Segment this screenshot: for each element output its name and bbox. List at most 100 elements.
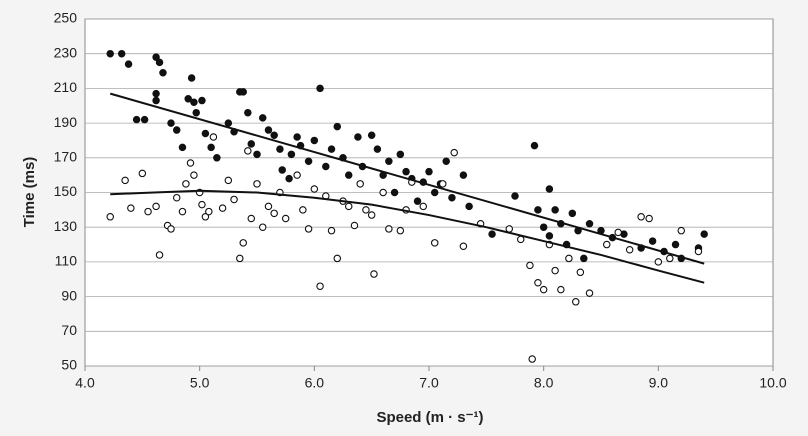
- point: [442, 157, 450, 166]
- point: [281, 214, 290, 223]
- point: [534, 278, 542, 287]
- y-tick-label: 190: [54, 114, 78, 130]
- point: [287, 150, 296, 159]
- point: [121, 176, 129, 185]
- point: [140, 115, 149, 124]
- point: [545, 232, 554, 240]
- x-tick-label: 4.0: [75, 375, 95, 391]
- point: [198, 200, 206, 209]
- point: [356, 180, 364, 188]
- point: [127, 204, 135, 212]
- point: [270, 209, 278, 218]
- point: [530, 141, 539, 150]
- point: [430, 239, 439, 247]
- point: [201, 129, 210, 138]
- point: [209, 133, 218, 141]
- point: [625, 246, 634, 254]
- point: [450, 148, 458, 157]
- point: [430, 188, 439, 197]
- point: [144, 207, 152, 216]
- point: [488, 230, 496, 238]
- point: [201, 213, 210, 221]
- point: [293, 133, 301, 141]
- point: [666, 254, 674, 263]
- point: [459, 171, 468, 179]
- point: [253, 150, 261, 159]
- point: [207, 143, 215, 152]
- point: [236, 254, 244, 263]
- point: [568, 209, 577, 218]
- point: [333, 122, 342, 131]
- point: [539, 285, 548, 294]
- point: [648, 237, 657, 245]
- point: [285, 174, 293, 183]
- x-axis-label: Speed (m · s⁻¹): [376, 409, 483, 426]
- point: [700, 230, 708, 238]
- point: [322, 162, 330, 171]
- point: [580, 254, 588, 263]
- point: [117, 49, 126, 58]
- point: [184, 95, 192, 103]
- point: [385, 157, 393, 166]
- point: [278, 166, 286, 174]
- point: [694, 247, 703, 256]
- y-tick-label: 90: [61, 287, 77, 303]
- point: [293, 171, 301, 179]
- point: [172, 193, 181, 202]
- x-tick-label: 9.0: [649, 375, 669, 391]
- point: [534, 206, 542, 214]
- point: [367, 131, 376, 139]
- point: [187, 74, 196, 82]
- point: [299, 206, 307, 214]
- point: [390, 188, 399, 197]
- point: [224, 119, 233, 127]
- point: [247, 140, 256, 148]
- point: [585, 219, 594, 228]
- point: [230, 195, 238, 204]
- point: [258, 114, 267, 122]
- y-tick-label: 130: [54, 218, 78, 234]
- point: [152, 89, 160, 98]
- point: [178, 207, 187, 216]
- point: [138, 169, 147, 178]
- point: [413, 197, 422, 205]
- y-axis-label: Time (ms): [21, 157, 38, 228]
- x-tick-label: 8.0: [534, 375, 554, 391]
- point: [516, 235, 525, 244]
- point: [350, 221, 359, 230]
- point: [511, 192, 519, 200]
- point: [244, 108, 252, 117]
- point: [528, 355, 536, 363]
- point: [565, 254, 573, 263]
- point: [402, 167, 410, 176]
- point: [258, 223, 267, 231]
- point: [602, 240, 611, 249]
- y-tick-label: 170: [54, 149, 78, 165]
- point: [637, 213, 645, 221]
- point: [239, 88, 247, 96]
- point: [425, 167, 433, 176]
- y-tick-label: 50: [61, 357, 77, 373]
- point: [316, 282, 324, 290]
- x-tick-label: 7.0: [419, 375, 439, 391]
- point: [344, 171, 353, 179]
- point: [192, 108, 200, 117]
- point: [551, 206, 559, 214]
- point: [253, 180, 261, 188]
- x-tick-label: 10.0: [759, 375, 786, 391]
- point: [557, 285, 565, 294]
- y-tick-label: 230: [54, 44, 78, 60]
- point: [167, 119, 175, 127]
- point: [310, 185, 319, 193]
- y-tick-label: 110: [55, 253, 78, 269]
- y-tick-label: 70: [61, 322, 77, 338]
- point: [545, 185, 554, 193]
- trend-line: [110, 189, 705, 284]
- point: [367, 211, 376, 219]
- point: [333, 254, 342, 263]
- point: [310, 136, 319, 145]
- point: [671, 240, 680, 249]
- point: [379, 188, 387, 197]
- point: [370, 270, 378, 278]
